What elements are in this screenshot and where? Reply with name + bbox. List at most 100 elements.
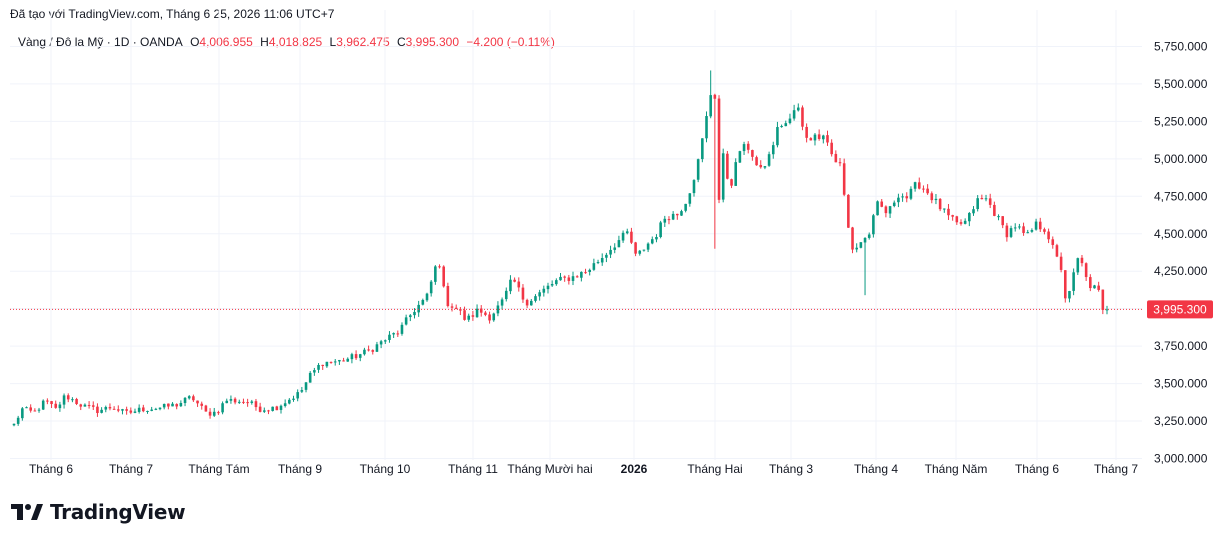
candle-body: [229, 399, 233, 401]
candle-body: [738, 151, 742, 163]
x-axis-tick-label: Tháng 10: [360, 462, 411, 476]
candle-body: [976, 198, 979, 210]
candle-body: [279, 405, 283, 410]
candle-body: [354, 354, 358, 359]
candle-body: [25, 407, 28, 409]
y-axis-tick-label: 3,500.000: [1154, 377, 1208, 391]
candle-body: [671, 213, 675, 220]
candle-body: [809, 138, 813, 141]
candle-body: [663, 218, 667, 223]
candle-body: [283, 403, 287, 407]
candle-body: [150, 409, 153, 411]
candle-body: [638, 250, 642, 254]
candle-body: [471, 315, 475, 317]
candle-body: [37, 409, 41, 411]
candle-body: [822, 135, 825, 140]
x-axis-tick-label: Tháng Mười hai: [507, 462, 592, 476]
candle-body: [212, 411, 216, 416]
candle-body: [500, 299, 504, 306]
candle-body: [375, 344, 379, 352]
candle-body: [559, 276, 562, 281]
candle-body: [701, 138, 704, 160]
candle-body: [621, 232, 625, 241]
candle-body: [367, 349, 370, 351]
candle-body: [254, 401, 258, 408]
candle-body: [409, 315, 412, 318]
candle-body: [296, 392, 299, 399]
candle-body: [346, 358, 350, 362]
tradingview-logo-icon: [11, 504, 43, 520]
candle-body: [438, 266, 441, 268]
legend-close-label: C: [396, 35, 406, 49]
tradingview-logo-text: TradingView: [50, 500, 186, 524]
candle-body: [142, 407, 145, 412]
candle-body: [12, 423, 16, 426]
candle-body: [71, 399, 74, 401]
candle-body: [655, 236, 658, 240]
candle-body: [204, 405, 208, 412]
candle-body: [542, 288, 546, 293]
candle-body: [1018, 226, 1021, 228]
x-axis-tick-label: Tháng 7: [109, 462, 153, 476]
legend-high-value: 4,018.825: [268, 35, 323, 49]
candle-body: [947, 208, 950, 216]
candle-body: [659, 222, 662, 238]
candle-body: [371, 350, 375, 352]
y-axis-tick-label: 3,750.000: [1154, 339, 1208, 353]
candle-body: [972, 209, 975, 214]
candle-body: [680, 211, 683, 216]
candle-body: [897, 197, 900, 203]
candle-body: [796, 107, 800, 111]
x-axis-tick-label: Tháng 7: [1094, 462, 1138, 476]
candle-body: [258, 406, 262, 412]
candle-body: [634, 242, 637, 254]
candle-body: [571, 276, 575, 281]
candle-body: [993, 204, 996, 216]
candle-body: [41, 400, 45, 410]
candle-body: [1105, 309, 1109, 311]
candle-body: [876, 201, 879, 216]
candle-body: [171, 403, 174, 407]
candle-body: [859, 242, 863, 248]
candle-body: [642, 249, 646, 251]
candle-body: [308, 372, 312, 383]
candle-body: [600, 257, 604, 263]
candle-body: [567, 277, 571, 281]
candle-body: [329, 361, 333, 363]
candle-body: [776, 127, 779, 146]
candle-body: [934, 198, 938, 201]
candle-body: [434, 266, 437, 282]
candle-body: [108, 407, 112, 409]
symbol-legend: Vàng / Đô la Mỹ · 1D · OANDA O4,006.955 …: [18, 35, 555, 49]
candle-body: [396, 333, 400, 335]
candle-body: [888, 206, 892, 214]
y-axis-tick-label: 3,000.000: [1154, 452, 1208, 466]
candle-body: [717, 98, 721, 200]
candle-body: [988, 198, 992, 205]
candle-body: [58, 404, 62, 409]
candle-body: [1076, 258, 1080, 273]
candle-body: [746, 143, 750, 150]
candle-body: [521, 287, 525, 300]
candle-body: [1059, 256, 1063, 270]
y-axis-tick-label: 4,250.000: [1154, 264, 1208, 278]
candle-body: [788, 118, 792, 124]
candle-body: [1097, 285, 1100, 290]
candle-body: [29, 407, 32, 411]
candle-body: [242, 401, 245, 403]
candle-body: [813, 134, 817, 141]
candle-body: [104, 407, 108, 410]
candle-body: [734, 162, 738, 186]
candle-body: [951, 215, 954, 217]
candle-body: [363, 349, 366, 355]
candle-body: [479, 308, 483, 313]
candle-body: [146, 410, 149, 412]
candle-body: [250, 401, 254, 403]
candle-body: [246, 402, 249, 404]
candle-body: [196, 400, 199, 404]
candle-body: [1009, 228, 1013, 237]
candle-body: [867, 234, 871, 238]
candle-body: [884, 206, 888, 214]
tradingview-logo: TradingView: [11, 500, 186, 524]
